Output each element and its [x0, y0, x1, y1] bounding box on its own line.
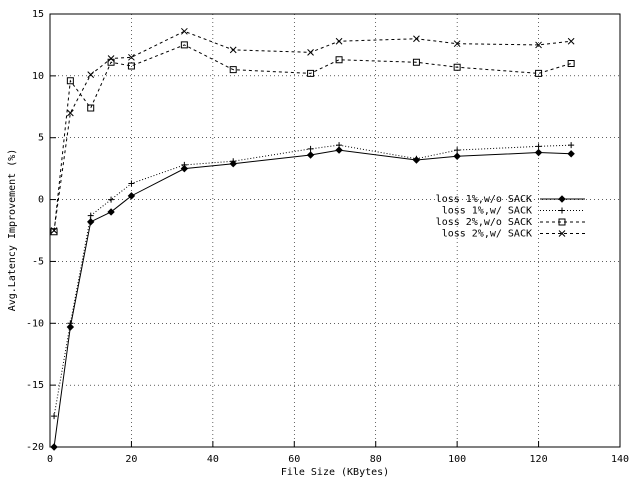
x-tick-label: 20 — [125, 454, 137, 465]
data-point — [180, 164, 189, 173]
data-point — [229, 66, 237, 74]
data-point — [307, 48, 314, 56]
y-tick-label: 10 — [32, 71, 44, 82]
plot-frame — [49, 13, 621, 448]
legend-marker — [558, 195, 566, 203]
data-point — [454, 147, 461, 154]
data-point — [568, 142, 575, 149]
data-point — [567, 37, 575, 45]
x-tick-label: 100 — [448, 454, 466, 465]
x-tick-label: 0 — [47, 454, 53, 465]
x-axis-label: File Size (KBytes) — [281, 467, 389, 478]
data-point — [306, 151, 315, 159]
legend-marker — [558, 218, 566, 226]
data-point — [127, 192, 136, 200]
legend-label: loss 2%,w/ SACK — [442, 229, 532, 240]
data-point — [567, 59, 575, 67]
data-point — [535, 143, 542, 150]
data-point — [67, 109, 74, 117]
data-point — [335, 37, 343, 45]
data-point — [67, 320, 74, 327]
data-point — [66, 77, 74, 85]
data-point — [453, 40, 461, 48]
data-point — [453, 152, 461, 160]
data-point — [453, 63, 461, 71]
data-point — [50, 443, 58, 451]
legend-label: loss 2%,w/o SACK — [436, 217, 532, 228]
x-tick-label: 120 — [530, 454, 548, 465]
legend-label: loss 1%,w/o SACK — [436, 194, 532, 205]
data-point — [567, 150, 575, 158]
data-point — [335, 56, 343, 64]
data-point — [535, 69, 543, 77]
data-point — [108, 196, 115, 203]
y-tick-label: 15 — [32, 9, 44, 20]
data-point — [128, 180, 135, 187]
data-point — [413, 35, 420, 43]
data-point — [87, 212, 94, 219]
data-point — [412, 58, 420, 66]
data-point — [107, 208, 115, 216]
data-point — [51, 413, 58, 420]
x-tick-label: 40 — [207, 454, 219, 465]
legend-label: loss 1%,w/ SACK — [442, 206, 532, 217]
data-point — [229, 46, 237, 54]
data-point — [413, 155, 420, 162]
y-tick-label: -20 — [26, 442, 44, 453]
data-point — [180, 41, 188, 49]
y-tick-label: -10 — [26, 318, 44, 329]
y-tick-label: -5 — [32, 256, 44, 267]
y-tick-label: 5 — [38, 133, 44, 144]
data-point — [307, 69, 315, 77]
data-point — [336, 142, 343, 149]
data-point — [181, 27, 188, 35]
y-tick-label: 0 — [38, 195, 44, 206]
data-point — [66, 323, 75, 331]
data-point — [87, 104, 95, 112]
data-point — [50, 228, 58, 236]
data-point — [307, 145, 314, 152]
data-point — [230, 158, 237, 165]
data-point — [534, 148, 543, 157]
legend-marker — [559, 207, 565, 214]
legend-marker — [558, 230, 566, 237]
data-point — [87, 71, 95, 78]
y-tick-label: -15 — [26, 380, 44, 391]
x-tick-label: 60 — [288, 454, 300, 465]
x-tick-label: 140 — [611, 454, 629, 465]
data-point — [181, 161, 188, 168]
x-tick-label: 80 — [370, 454, 382, 465]
data-point — [107, 55, 115, 62]
data-point — [127, 62, 135, 70]
data-point — [535, 41, 542, 49]
data-point — [335, 146, 343, 154]
data-point — [128, 53, 135, 61]
series-line — [53, 44, 572, 232]
data-point — [50, 227, 58, 234]
y-axis-label: Avg.Latency Improvement (%) — [7, 149, 18, 312]
